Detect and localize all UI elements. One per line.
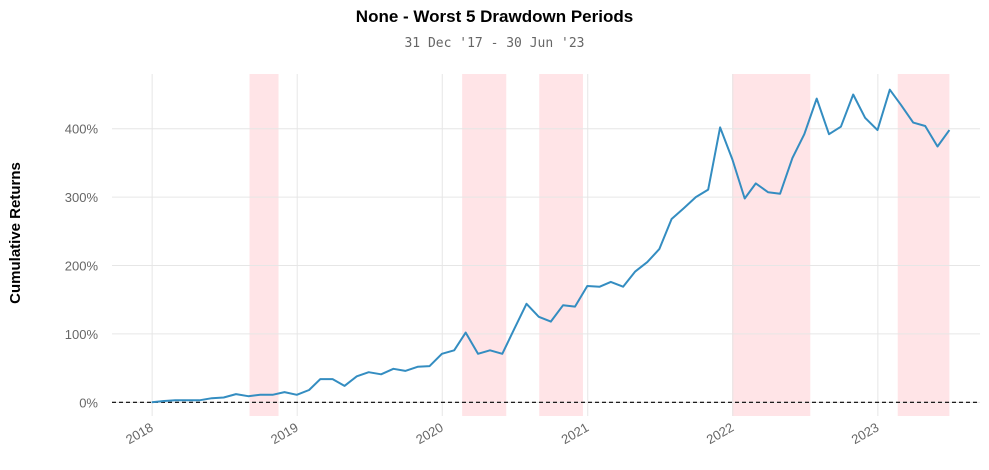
y-tick-label: 300% [65, 190, 99, 205]
drawdown-period-2 [462, 74, 507, 416]
y-axis-label: Cumulative Returns [7, 162, 24, 304]
x-tick-labels: 2018 2019 2020 2021 2022 2023 [123, 420, 881, 447]
drawdown-period-1 [249, 74, 279, 416]
chart-subtitle: 31 Dec '17 - 30 Jun '23 [404, 36, 585, 51]
drawdown-period-5 [897, 74, 950, 416]
y-tick-label: 0% [79, 395, 98, 410]
drawdown-period-4 [732, 74, 811, 416]
y-tick-label: 400% [65, 122, 99, 137]
drawdown-shades [249, 74, 950, 416]
x-tick-label: 2019 [268, 420, 301, 447]
chart-title: None - Worst 5 Drawdown Periods [355, 7, 634, 26]
x-tick-label: 2022 [704, 420, 737, 447]
y-tick-label: 100% [65, 327, 99, 342]
drawdown-period-3 [539, 74, 583, 416]
y-tick-label: 200% [65, 259, 99, 274]
x-tick-label: 2023 [849, 420, 882, 447]
x-tick-label: 2021 [559, 420, 592, 447]
cumulative-returns-line [151, 88, 951, 404]
x-tick-label: 2020 [413, 420, 446, 447]
y-tick-labels: 0% 100% 200% 300% 400% [65, 122, 99, 411]
x-tick-label: 2018 [123, 420, 156, 447]
